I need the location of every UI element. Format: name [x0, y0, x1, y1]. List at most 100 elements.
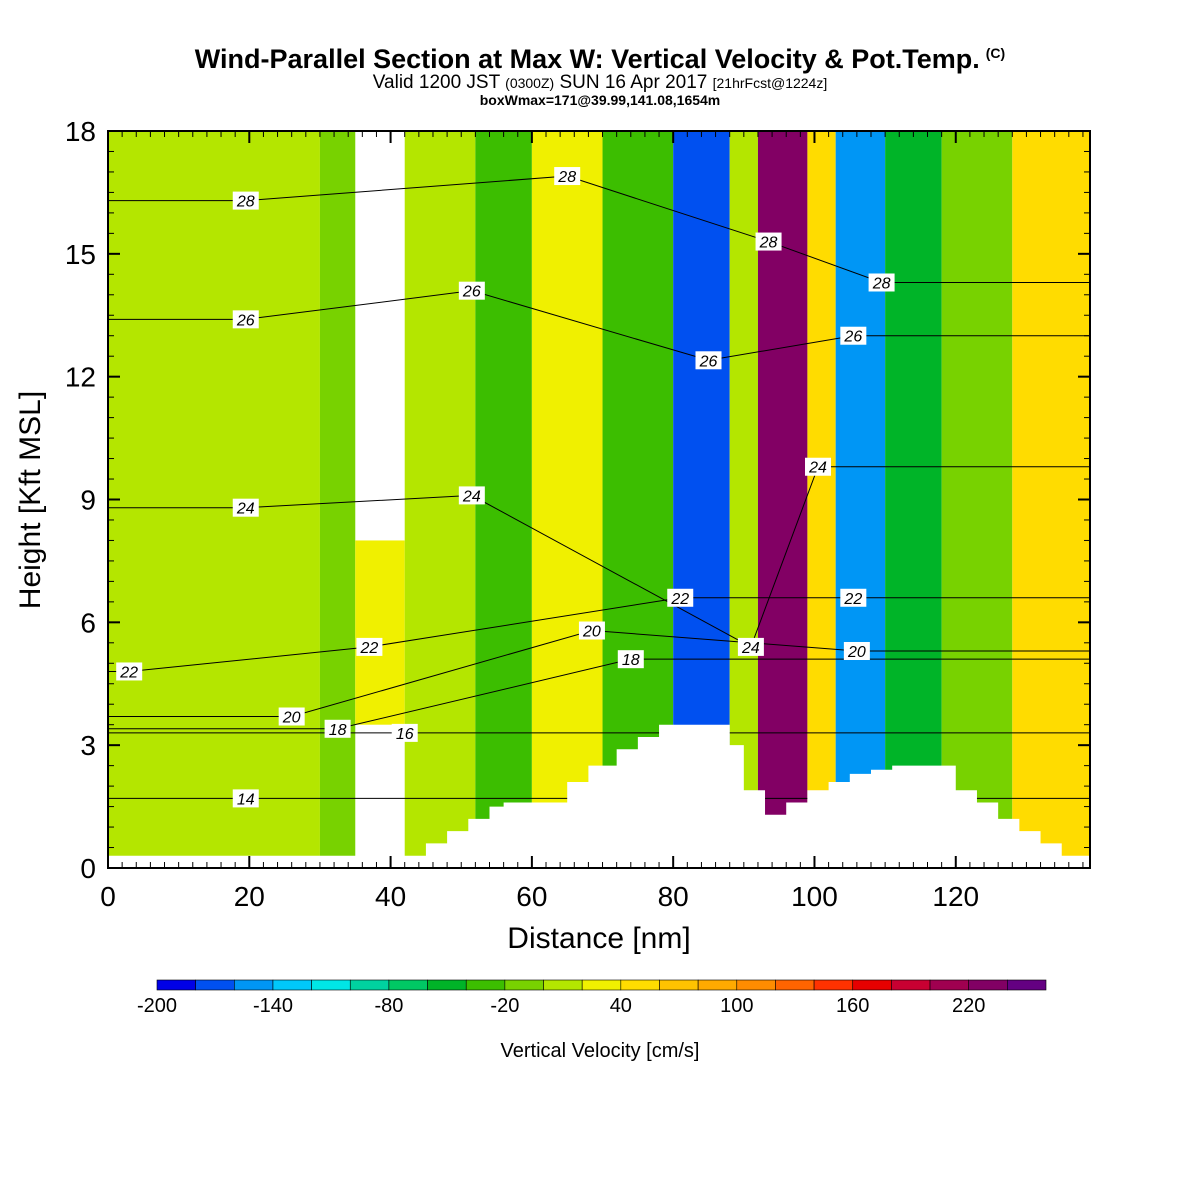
contour-label-text: 26: [699, 353, 718, 370]
y-tick-label: 0: [80, 853, 96, 884]
colorbar-swatch-8: [465, 979, 506, 991]
x-tick-label: 60: [516, 881, 547, 912]
colorbar-swatch-18: [852, 979, 892, 991]
contour-label-text: 26: [843, 329, 862, 346]
contour-label-12: 24: [458, 486, 485, 505]
contour-label-17: 26: [695, 351, 722, 370]
contour-label-14: 24: [805, 457, 832, 477]
colorbar-swatch-21: [968, 979, 1008, 991]
colorbar-swatch-13: [659, 979, 699, 991]
x-tick-label: 40: [375, 881, 406, 912]
contour-label-bg: [554, 167, 581, 186]
contour-label-text: 22: [843, 591, 862, 608]
velocity-cell-2: [355, 540, 405, 725]
contour-label-text: 20: [582, 624, 601, 641]
contour-label-22: 28: [868, 273, 895, 292]
contour-label-text: 14: [237, 791, 255, 808]
forecast-info: [21hrFcst@1224z]: [712, 75, 828, 91]
contour-label-text: 16: [396, 726, 414, 743]
x-tick-label: 20: [234, 881, 265, 912]
theta-contour-26: [108, 290, 1090, 361]
contour-label-bg: [755, 232, 782, 251]
y-tick-label: 9: [80, 485, 96, 516]
contour-label-6: 20: [843, 641, 870, 661]
contour-label-bg: [578, 621, 605, 640]
contour-label-4: 20: [278, 707, 305, 727]
x-axis-label: Distance [nm]: [507, 922, 690, 955]
colorbar-swatch-4: [311, 979, 351, 991]
contour-label-text: 26: [462, 284, 481, 301]
contour-label-text: 28: [557, 169, 576, 186]
velocity-cell-11: [835, 131, 886, 868]
chart-title: Wind-Parallel Section at Max W: Vertical…: [0, 44, 1200, 75]
contour-label-bg: [278, 707, 305, 726]
contour-label-bg: [840, 326, 867, 345]
y-axis-label: Height [Kft MSL]: [14, 391, 47, 609]
contour-label-text: 24: [808, 460, 827, 477]
velocity-cell-13: [941, 131, 1013, 868]
colorbar-swatch-10: [543, 979, 583, 991]
y-tick-label: 12: [65, 362, 96, 393]
velocity-cell-10: [807, 131, 836, 868]
contour-label-text: 18: [622, 652, 640, 669]
contour-label-5: 20: [578, 621, 605, 641]
contour-label-text: 28: [759, 235, 778, 252]
contour-label-bg: [617, 650, 644, 669]
colorbar-swatch-6: [388, 979, 428, 991]
contour-label-0: 14: [232, 789, 259, 808]
contour-label-13: 24: [737, 637, 764, 657]
contour-label-text: 24: [462, 488, 481, 505]
contour-label-10: 22: [840, 588, 867, 608]
contour-label-bg: [840, 588, 867, 607]
colorbar-tick-label: -20: [490, 995, 519, 1017]
contour-label-text: 26: [236, 312, 255, 329]
velocity-cell-12: [885, 131, 942, 868]
contour-label-text: 24: [741, 640, 760, 657]
y-tick-label: 18: [65, 116, 96, 147]
colorbar-swatch-20: [929, 979, 969, 991]
contour-label-18: 26: [840, 326, 867, 346]
velocity-cell-14: [1012, 131, 1090, 868]
contour-label-19: 28: [232, 191, 259, 211]
contour-label-21: 28: [755, 232, 782, 252]
contour-label-bg: [843, 641, 870, 660]
axes: 0 20 40 60 80 100 120 0 3 6 9 12 15 18: [65, 116, 1090, 912]
colorbar: -200 -140 -80 -20 40 100 160 220: [137, 979, 1047, 1017]
colorbar-swatch-16: [775, 979, 815, 991]
contour-labels: 14 16 18 18 20 20 20 22 22 22 22 24 24 24 24 26 26 26 26 28…: [116, 167, 895, 808]
colorbar-swatch-22: [1007, 979, 1047, 991]
contour-label-bg: [458, 486, 485, 505]
colorbar-swatch-1: [195, 979, 235, 991]
contour-label-text: 24: [236, 501, 255, 518]
x-tick-label: 0: [100, 881, 116, 912]
valid-zulu: (0300Z): [505, 75, 555, 91]
x-tick-label: 80: [658, 881, 689, 912]
colorbar-swatch-2: [234, 979, 274, 991]
y-tick-label: 15: [65, 239, 96, 270]
terrain-profile: [108, 724, 1090, 868]
velocity-cell-5: [531, 131, 603, 868]
chart-subtitle: Valid 1200 JST (0300Z) SUN 16 Apr 2017 […: [0, 72, 1200, 94]
title-text: Wind-Parallel Section at Max W: Vertical…: [194, 44, 980, 74]
contour-label-bg: [232, 191, 259, 210]
y-tick-label: 3: [80, 730, 96, 761]
contour-label-bg: [695, 351, 722, 370]
colorbar-swatch-17: [813, 979, 854, 991]
colorbar-label: Vertical Velocity [cm/s]: [501, 1040, 700, 1062]
contour-label-7: 22: [116, 662, 143, 681]
valid-date: SUN 16 Apr 2017: [559, 72, 708, 93]
contour-label-bg: [356, 637, 383, 656]
y-tick-label: 6: [80, 607, 96, 638]
colorbar-tick-label: -200: [137, 995, 177, 1017]
contour-label-text: 28: [872, 275, 891, 292]
contour-label-bg: [116, 662, 143, 681]
colorbar-tick-label: 40: [610, 995, 632, 1017]
colorbar-tick-label: 100: [720, 995, 753, 1017]
box-info: boxWmax=171@39.99,141.08,1654m: [479, 92, 721, 108]
velocity-cell-0: [108, 131, 320, 868]
contour-label-bg: [458, 281, 485, 300]
contour-label-bg: [232, 789, 259, 808]
colorbar-tick-label: -80: [374, 995, 403, 1017]
colorbar-swatch-11: [581, 979, 622, 991]
